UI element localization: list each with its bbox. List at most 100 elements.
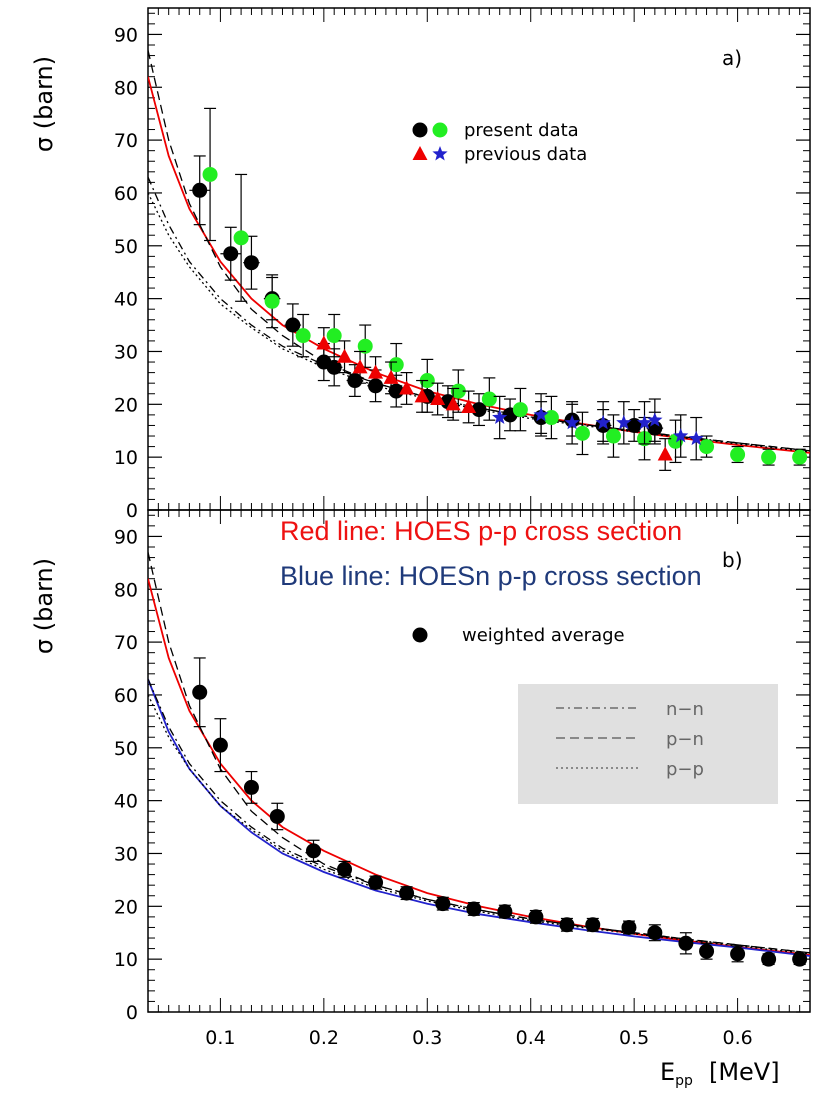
data-point-star — [564, 414, 580, 430]
data-point-circle — [264, 293, 280, 309]
line-style-legend-box — [518, 684, 778, 804]
data-point-circle — [306, 843, 321, 859]
data-point-circle — [269, 808, 285, 824]
x-tick-label: 0.3 — [412, 1027, 442, 1049]
data-point-circle — [792, 449, 808, 465]
data-point-circle — [295, 328, 311, 344]
y-tick-label: 0 — [126, 1002, 138, 1024]
data-point-triangle — [461, 398, 477, 413]
data-point-circle — [621, 919, 637, 935]
data-point-star — [636, 414, 653, 430]
line-style-label: p−n — [666, 729, 704, 750]
data-point-circle — [435, 896, 451, 912]
x-tick-label: 0.4 — [516, 1027, 546, 1049]
data-point-circle — [285, 317, 301, 333]
data-point-circle — [730, 946, 746, 962]
y-tick-label: 70 — [114, 632, 138, 654]
data-point-circle — [326, 359, 342, 375]
data-point-circle — [792, 951, 808, 967]
data-point-star — [533, 406, 549, 422]
data-point-star — [595, 414, 611, 430]
line-style-label: n−n — [666, 699, 704, 720]
data-point-triangle — [337, 348, 353, 363]
data-point-triangle — [414, 388, 430, 403]
data-point-circle — [223, 246, 239, 262]
y-tick-label: 20 — [114, 896, 138, 918]
legend-label: previous data — [464, 144, 587, 165]
x-tick-label: 0.5 — [619, 1027, 649, 1049]
data-point-circle — [647, 925, 663, 941]
y-tick-label: 30 — [114, 843, 138, 865]
data-point-circle — [471, 402, 487, 418]
data-point-circle — [192, 182, 208, 198]
y-tick-label: 10 — [114, 447, 138, 469]
data-point-triangle — [399, 380, 415, 395]
x-tick-label: 0.1 — [205, 1027, 235, 1049]
x-axis-title-sub: pp — [675, 1073, 693, 1089]
legend-symbol-red-triangle — [412, 146, 428, 160]
data-point-circle — [337, 861, 353, 877]
legend-symbol-black-circle — [412, 627, 428, 643]
data-point-circle — [605, 428, 621, 444]
data-point-circle — [399, 885, 415, 901]
y-tick-label: 30 — [114, 341, 138, 363]
data-point-circle — [243, 255, 259, 271]
x-tick-label: 0.2 — [309, 1027, 339, 1049]
data-point-circle — [761, 951, 777, 967]
x-axis-title-unit: [MeV] — [709, 1058, 780, 1086]
legend-label: weighted average — [462, 625, 625, 646]
data-point-triangle — [352, 359, 368, 374]
y-tick-label: 90 — [114, 526, 138, 548]
y-axis-title: σ (barn) — [30, 558, 58, 654]
curve-dash — [148, 50, 810, 452]
data-point-triangle — [368, 364, 384, 379]
data-point-circle — [585, 917, 601, 933]
y-tick-label: 40 — [114, 791, 138, 813]
data-point-circle — [243, 779, 259, 795]
legend-b: weighted average — [412, 625, 625, 646]
y-tick-label: 20 — [114, 394, 138, 416]
data-point-circle — [466, 901, 482, 917]
data-point-triangle — [316, 335, 332, 350]
data-point-star — [492, 409, 508, 424]
y-tick-label: 70 — [114, 130, 138, 152]
y-tick-label: 80 — [114, 77, 138, 99]
y-tick-label: 50 — [114, 738, 138, 760]
panel-b: 0 10 20 30 40 50 60 70 80 90 0.1 0.2 0.3 0.4 0.5 0.6 σ (… — [30, 509, 811, 1089]
legend-symbol-green-circle — [432, 122, 448, 138]
data-point-circle — [212, 737, 228, 753]
x-tick-label: 0.6 — [722, 1027, 752, 1049]
data-point-triangle — [657, 446, 673, 461]
y-tick-label: 60 — [114, 685, 138, 707]
line-style-label: p−p — [666, 759, 704, 780]
data-point-star — [616, 414, 632, 430]
data-point-triangle — [383, 369, 399, 384]
panel-label-a: a) — [722, 46, 742, 70]
blue-line-note: Blue line: HOESn p-p cross section — [280, 561, 702, 591]
data-point-circle — [450, 383, 466, 399]
y-tick-label: 50 — [114, 236, 138, 258]
data-point-circle — [699, 943, 715, 959]
data-point-circle — [574, 425, 590, 441]
curve-solid — [148, 76, 810, 454]
y-tick-label: 40 — [114, 289, 138, 311]
red-line-note: Red line: HOES p-p cross section — [280, 516, 682, 546]
legend-symbol-black-circle — [412, 122, 428, 138]
data-point-circle — [481, 391, 497, 407]
data-point-circle — [497, 904, 513, 920]
y-tick-label: 10 — [114, 949, 138, 971]
y-axis-title: σ (barn) — [30, 56, 58, 152]
data-point-circle — [326, 328, 342, 344]
data-point-circle — [730, 447, 746, 463]
data-point-circle — [512, 402, 528, 418]
annotation-overlay: Red line: HOES p-p cross section Blue li… — [280, 516, 702, 591]
data-point-circle — [233, 230, 249, 246]
data-point-circle — [626, 417, 642, 433]
data-point-circle — [528, 909, 544, 925]
data-point-circle — [202, 166, 218, 182]
data-point-circle — [388, 383, 404, 399]
data-point-circle — [761, 449, 777, 465]
legend-symbol-blue-star — [432, 146, 448, 161]
data-point-star — [647, 412, 663, 427]
